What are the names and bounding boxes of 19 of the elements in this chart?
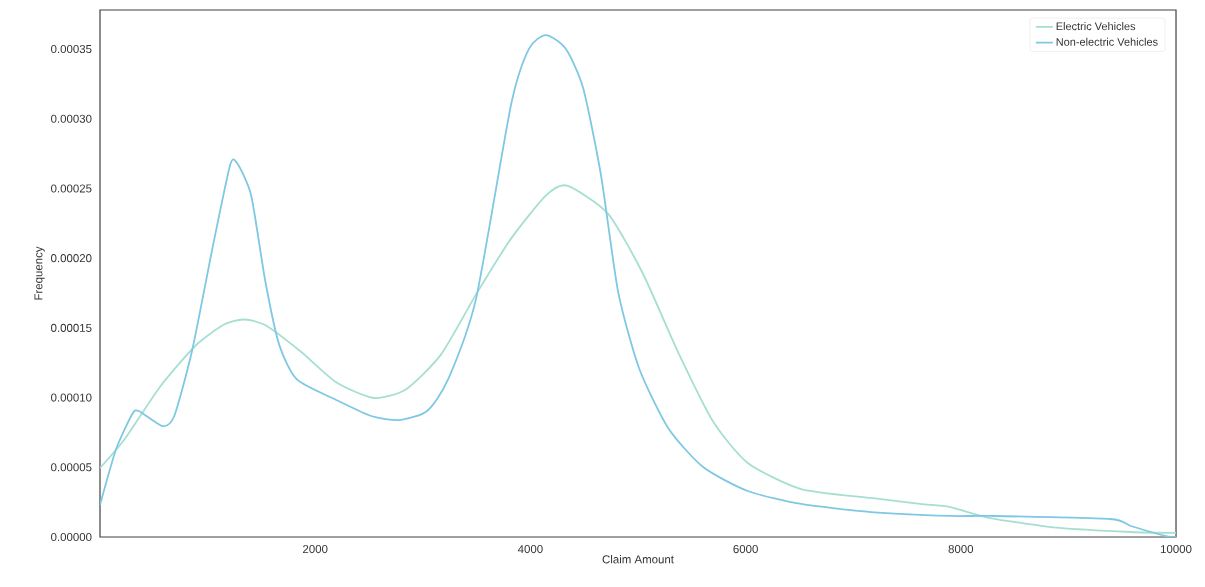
line-series: [100, 184, 1177, 534]
x-tick-label: 10000: [1160, 545, 1192, 554]
y-tick-label: 0.00015: [51, 323, 92, 332]
y-tick-label: 0.00035: [51, 44, 92, 54]
y-tick-label: 0.00010: [51, 393, 92, 402]
legend-label: Non-electric Vehicles: [1056, 37, 1158, 46]
y-axis-title: Frequency: [34, 246, 45, 300]
x-tick-label: 6000: [733, 545, 758, 554]
y-tick-label: 0.00025: [51, 184, 92, 193]
y-tick-label: 0.00030: [51, 114, 92, 123]
legend-label: Electric Vehicles: [1056, 22, 1136, 31]
x-axis-title: Claim Amount: [602, 554, 674, 564]
y-tick-label: 0.00020: [51, 254, 92, 263]
x-tick-label: 2000: [303, 545, 328, 554]
line-series: [100, 34, 1177, 537]
x-tick-label: 8000: [948, 545, 974, 554]
y-tick-label: 0.00005: [51, 463, 92, 472]
x-tick-label: 4000: [517, 545, 543, 554]
y-tick-label: 0.00000: [51, 532, 92, 542]
